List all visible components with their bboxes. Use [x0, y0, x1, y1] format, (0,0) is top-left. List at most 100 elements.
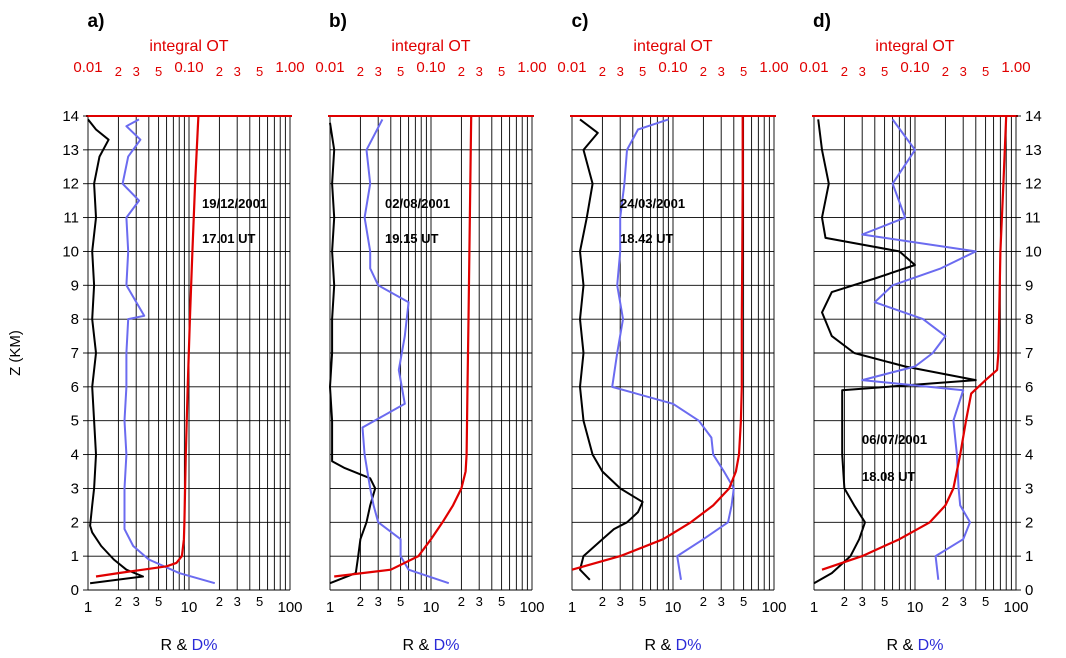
series-line-integral-ot: [95, 115, 200, 578]
series-line-integral-ot: [334, 115, 473, 578]
top-tick-label: 3: [234, 64, 241, 79]
bottom-tick-label: 5: [256, 594, 263, 609]
x-axis-label: R & D%: [645, 637, 702, 654]
top-tick-label: 2: [599, 64, 606, 79]
panel-1: a)integral OT0.01 2 3 5 0.10 2 3 5 1.001 2 3 5 10 2 3 5…: [7, 11, 305, 654]
x-axis-label-r: R &: [161, 637, 192, 654]
y-tick-label-right: 1: [1025, 548, 1033, 565]
bottom-tick-label: 10: [181, 599, 198, 616]
panel-label: a): [88, 11, 105, 32]
top-axis-title: integral OT: [633, 38, 712, 55]
top-tick-label: 2: [841, 64, 848, 79]
x-axis-label-d: D%: [676, 637, 702, 654]
y-tick-label: 3: [71, 480, 79, 497]
top-tick-label: 2: [458, 64, 465, 79]
top-tick-label: 5: [397, 64, 404, 79]
top-tick-label: 1.00: [759, 59, 788, 76]
y-tick-label: 5: [71, 413, 79, 430]
bottom-tick-label: 10: [423, 599, 440, 616]
top-tick-label: 2: [942, 64, 949, 79]
y-tick-label: 0: [71, 582, 79, 599]
annotation-date: 19/12/2001: [202, 196, 267, 211]
top-tick-label: 2: [700, 64, 707, 79]
top-tick-label: 3: [476, 64, 483, 79]
bottom-tick-label: 100: [1003, 599, 1028, 616]
y-tick-label: 1: [71, 548, 79, 565]
bottom-tick-label: 2: [216, 594, 223, 609]
panel-4: d)integral OT0.01 2 3 5 0.10 2 3 5 1.001 2 3 5 10 2 3 5…: [799, 11, 1041, 654]
bottom-tick-label: 100: [761, 599, 786, 616]
bottom-tick-label: 5: [498, 594, 505, 609]
y-tick-label-right: 11: [1025, 210, 1041, 227]
bottom-tick-label: 10: [907, 599, 924, 616]
top-tick-label: 1.00: [517, 59, 546, 76]
top-tick-label: 5: [498, 64, 505, 79]
bottom-tick-label: 5: [639, 594, 646, 609]
top-axis-title: integral OT: [391, 38, 470, 55]
top-axis-title: integral OT: [875, 38, 954, 55]
annotation-date: 06/07/2001: [862, 432, 927, 447]
x-axis-label: R & D%: [161, 637, 218, 654]
top-tick-label: 3: [133, 64, 140, 79]
series-line-d-: [611, 118, 735, 580]
bottom-tick-label: 5: [881, 594, 888, 609]
y-tick-label-right: 5: [1025, 413, 1033, 430]
x-axis-label: R & D%: [887, 637, 944, 654]
y-tick-label-right: 6: [1025, 379, 1033, 396]
y-tick-label-right: 14: [1025, 108, 1042, 125]
y-tick-label-right: 12: [1025, 176, 1042, 193]
top-tick-label: 0.10: [658, 59, 687, 76]
y-tick-label: 13: [62, 142, 79, 159]
top-tick-label: 3: [859, 64, 866, 79]
series-line-r: [579, 118, 644, 581]
bottom-tick-label: 100: [519, 599, 544, 616]
bottom-tick-label: 2: [115, 594, 122, 609]
x-axis-label-r: R &: [887, 637, 918, 654]
bottom-tick-label: 3: [375, 594, 382, 609]
top-tick-label: 2: [357, 64, 364, 79]
top-tick-label: 0.10: [174, 59, 203, 76]
bottom-tick-label: 100: [277, 599, 302, 616]
bottom-tick-label: 2: [458, 594, 465, 609]
top-tick-label: 2: [216, 64, 223, 79]
bottom-tick-label: 3: [718, 594, 725, 609]
top-tick-label: 0.01: [73, 59, 102, 76]
panel-2: b)integral OT0.01 2 3 5 0.10 2 3 5 1.001 2 3 5 10 2 3 5…: [315, 11, 546, 654]
top-tick-label: 5: [881, 64, 888, 79]
bottom-tick-label: 3: [234, 594, 241, 609]
annotation-date: 02/08/2001: [385, 196, 450, 211]
top-tick-label: 5: [740, 64, 747, 79]
panel-label: b): [329, 11, 347, 32]
bottom-tick-label: 1: [326, 599, 334, 616]
y-tick-label: 9: [71, 277, 79, 294]
top-tick-label: 0.01: [557, 59, 586, 76]
series-line-integral-ot: [571, 116, 744, 571]
x-axis-label: R & D%: [403, 637, 460, 654]
bottom-tick-label: 2: [599, 594, 606, 609]
top-tick-label: 0.01: [799, 59, 828, 76]
top-tick-label: 3: [718, 64, 725, 79]
series-line-d-: [121, 118, 216, 585]
top-tick-label: 5: [155, 64, 162, 79]
y-tick-label-right: 2: [1025, 514, 1033, 531]
top-tick-label: 5: [982, 64, 989, 79]
bottom-tick-label: 3: [960, 594, 967, 609]
y-tick-label-right: 3: [1025, 480, 1033, 497]
panel-label: d): [813, 11, 831, 32]
y-tick-label-right: 8: [1025, 311, 1033, 328]
top-axis-title: integral OT: [149, 38, 228, 55]
bottom-tick-label: 3: [859, 594, 866, 609]
bottom-tick-label: 1: [568, 599, 576, 616]
annotation-date: 24/03/2001: [620, 196, 685, 211]
top-tick-label: 3: [960, 64, 967, 79]
bottom-tick-label: 1: [810, 599, 818, 616]
top-tick-label: 1.00: [1001, 59, 1030, 76]
top-tick-label: 1.00: [275, 59, 304, 76]
y-tick-label-right: 4: [1025, 447, 1033, 464]
y-tick-label: 6: [71, 379, 79, 396]
y-tick-label: 8: [71, 311, 79, 328]
x-axis-label-d: D%: [918, 637, 944, 654]
annotation-time: 19.15 UT: [385, 231, 439, 246]
series-line-r: [329, 122, 377, 585]
